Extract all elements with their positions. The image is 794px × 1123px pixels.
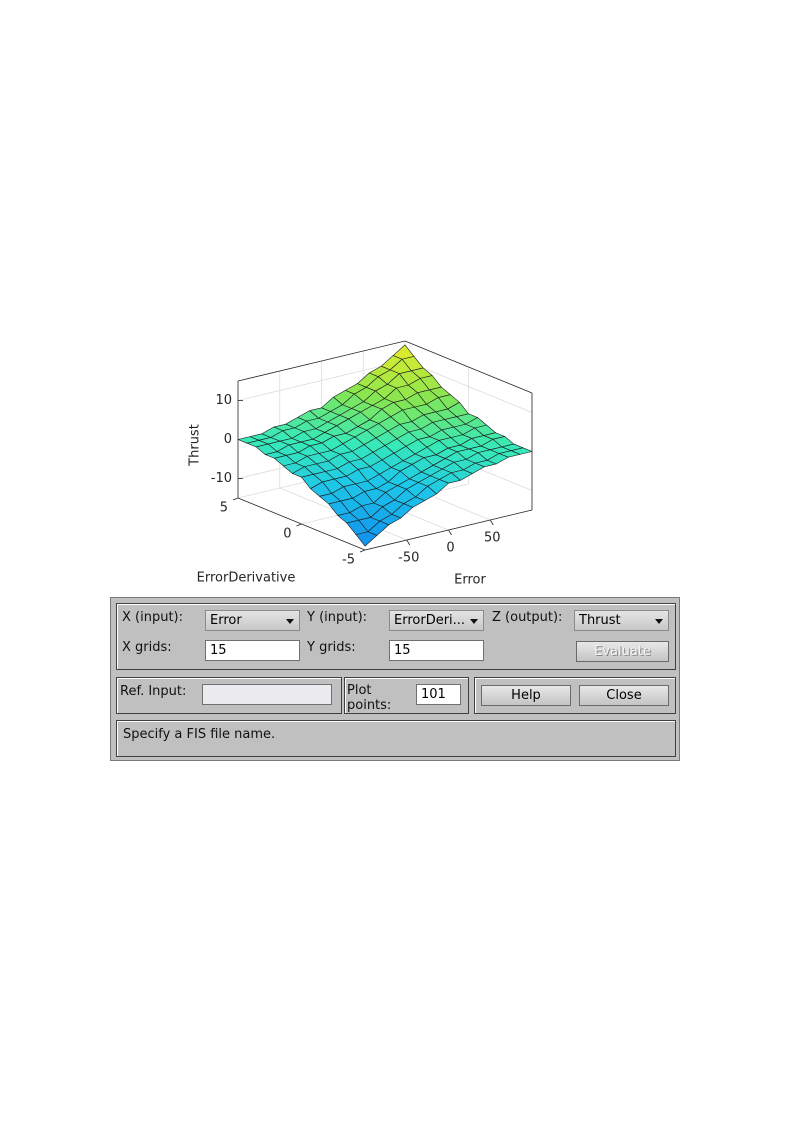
y-tick-label: -5: [342, 553, 355, 568]
button-group: [474, 677, 676, 714]
tick-mark: [359, 549, 366, 553]
plot-points-group: Plot points:: [344, 677, 469, 714]
x-tick-label: -50: [398, 551, 419, 566]
x-grids-label: X grids:: [122, 640, 172, 655]
box-edge: [404, 340, 533, 394]
z-tick-label: -10: [211, 471, 232, 486]
x-axis-label: Error: [454, 573, 486, 588]
close-button[interactable]: Close: [579, 685, 669, 706]
z-output-dropdown[interactable]: Thrust: [574, 610, 669, 631]
x-tick-label: 0: [446, 541, 454, 556]
y-input-dropdown[interactable]: ErrorDeri...: [389, 610, 484, 631]
z-axis-label: Thrust: [188, 424, 203, 467]
tick-mark: [406, 539, 411, 546]
input-group: [116, 603, 676, 670]
x-input-label: X (input):: [122, 610, 184, 625]
x-grids-field[interactable]: 15: [205, 640, 300, 661]
chart: Error ErrorDerivative Thrust -50050-505-…: [188, 340, 533, 588]
y-tick-label: 5: [220, 501, 228, 516]
tick-mark: [448, 529, 452, 536]
tick-mark: [296, 523, 302, 527]
ref-input-field[interactable]: [202, 684, 332, 705]
box-edge: [237, 340, 406, 382]
status-box: [116, 720, 676, 757]
help-button[interactable]: Help: [481, 685, 571, 706]
tick-mark: [489, 519, 494, 526]
grid-line: [404, 360, 533, 413]
y-grids-field[interactable]: 15: [389, 640, 484, 661]
evaluate-button[interactable]: Evaluate: [576, 641, 669, 662]
plot-points-field[interactable]: 101: [416, 684, 461, 705]
surface-patch: [355, 531, 378, 547]
tick-mark: [232, 497, 239, 501]
ref-input-group: [116, 677, 342, 714]
control-panel: X (input): Error Y (input): ErrorDeri...…: [110, 597, 680, 761]
plot-points-label: Plot points:: [347, 683, 392, 713]
y-axis-label: ErrorDerivative: [197, 571, 296, 586]
x-tick-label: 50: [484, 531, 501, 546]
y-tick-label: 0: [283, 527, 291, 542]
z-tick-label: 0: [224, 432, 232, 447]
grid-line: [237, 360, 406, 401]
y-grids-label: Y grids:: [307, 640, 356, 655]
x-input-dropdown[interactable]: Error: [205, 610, 300, 631]
status-text: Specify a FIS file name.: [123, 727, 276, 742]
y-input-label: Y (input):: [307, 610, 368, 625]
z-tick-label: 10: [215, 393, 232, 408]
ref-input-label: Ref. Input:: [120, 684, 187, 699]
z-output-label: Z (output):: [492, 610, 563, 625]
